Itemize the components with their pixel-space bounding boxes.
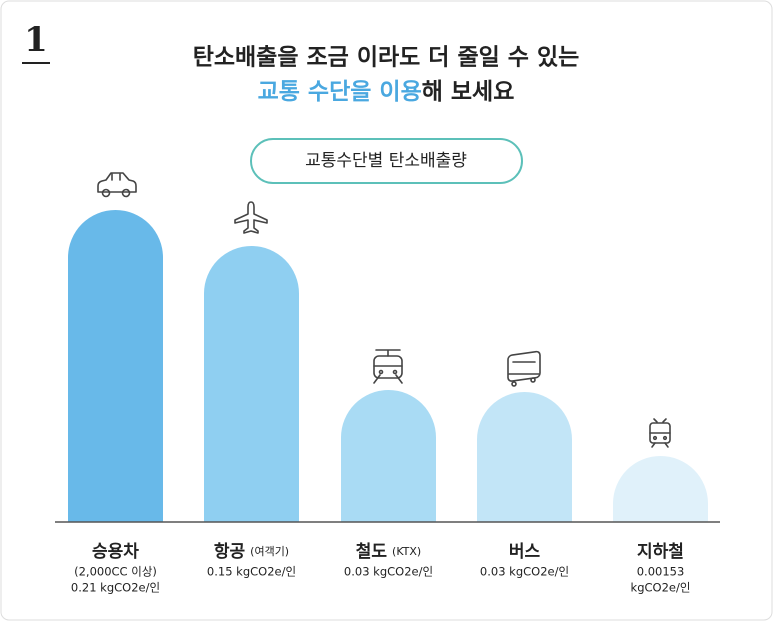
bar-plane — [204, 246, 299, 522]
item-detail: 0.15 kgCO2e/인 — [207, 565, 296, 579]
icon-subway — [649, 418, 671, 448]
item-detail: kgCO2e/인 — [631, 581, 691, 595]
item-detail: 0.21 kgCO2e/인 — [71, 581, 160, 595]
title-line2: 교통 수단을 이용해 보세요 — [258, 79, 515, 105]
item-name: 지하철 — [637, 542, 684, 562]
icon-car — [97, 172, 137, 198]
title-line1: 탄소배출을 조금 이라도 더 줄일 수 있는 — [193, 45, 580, 71]
item-name: 철도 (KTX) — [356, 542, 421, 562]
icon-bus — [507, 350, 541, 387]
title-highlight: 교통 수단을 이용 — [258, 79, 422, 105]
item-name-text: 버스 — [509, 542, 541, 562]
item-name-text: 승용차 — [92, 542, 139, 562]
bar-rail — [341, 390, 436, 522]
item-detail: 0.00153 — [637, 565, 685, 579]
item-name: 항공 (여객기) — [214, 541, 289, 562]
bar-subway — [613, 456, 708, 522]
section-number: 1 — [24, 20, 48, 60]
icon-train — [373, 349, 403, 384]
item-name-text: 항공 — [214, 541, 246, 562]
item-name: 승용차 — [92, 542, 139, 562]
item-name-extra: (KTX) — [392, 545, 421, 558]
item-name-extra: (여객기) — [250, 545, 289, 558]
item-detail: 0.03 kgCO2e/인 — [344, 565, 433, 579]
item-name-text: 지하철 — [637, 542, 684, 562]
item-detail: 0.03 kgCO2e/인 — [480, 565, 569, 579]
bar-bus — [477, 392, 572, 522]
icon-plane — [234, 201, 268, 234]
bar-car — [68, 210, 163, 523]
badge-text: 교통수단별 탄소배출량 — [305, 151, 467, 171]
title-rest: 해 보세요 — [422, 79, 515, 105]
badge — [250, 138, 523, 184]
item-detail: (2,000CC 이상) — [74, 565, 157, 579]
item-name-text: 철도 — [356, 542, 388, 562]
item-name: 버스 — [509, 542, 541, 562]
